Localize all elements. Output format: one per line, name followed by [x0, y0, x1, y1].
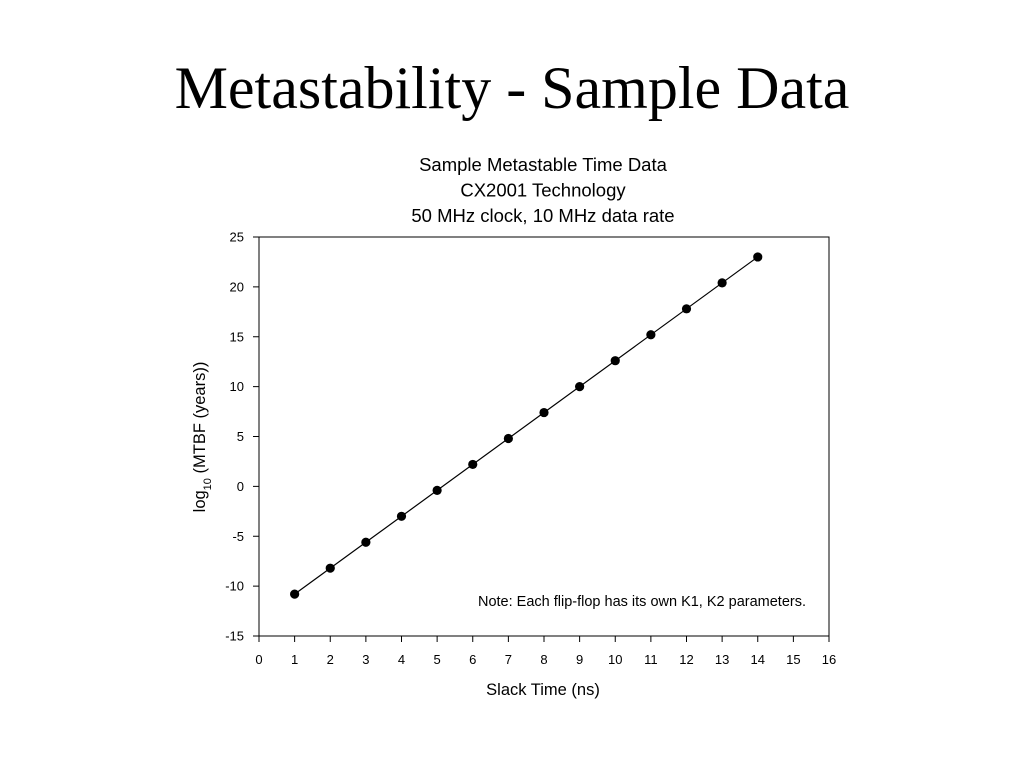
x-tick-label: 13 [715, 652, 729, 667]
plot-frame [258, 236, 830, 637]
x-tick-label: 15 [786, 652, 800, 667]
data-point [290, 589, 300, 599]
trendline [294, 256, 759, 595]
data-point [753, 252, 763, 262]
chart-title-line: 50 MHz clock, 10 MHz data rate [411, 205, 674, 226]
data-point [575, 382, 585, 392]
y-tick-label: 5 [237, 429, 244, 444]
y-axis: -15 -10 -5 0 5 10 15 20 25 [225, 230, 259, 644]
x-tick-label: 1 [291, 652, 298, 667]
x-tick-label: 2 [327, 652, 334, 667]
x-tick-label: 9 [576, 652, 583, 667]
slide-title: Metastability - Sample Data [174, 55, 850, 121]
x-tick-label: 16 [822, 652, 836, 667]
x-axis: 0 1 2 3 4 5 6 7 8 9 10 11 12 13 14 15 16 [255, 636, 836, 667]
data-point [432, 485, 442, 495]
data-point [646, 330, 656, 340]
y-tick-label: 20 [230, 279, 244, 294]
data-point [681, 304, 692, 314]
x-tick-label: 7 [505, 652, 512, 667]
y-tick-label: -15 [225, 629, 244, 644]
chart-title: Sample Metastable Time Data CX2001 Techno… [411, 154, 674, 226]
x-tick-label: 12 [679, 652, 693, 667]
x-tick-label: 8 [540, 652, 547, 667]
y-axis-label: log10 (MTBF (years)) [191, 362, 214, 513]
x-tick-label: 11 [644, 652, 658, 667]
x-axis-label: Slack Time (ns) [486, 681, 600, 699]
x-tick-label: 10 [608, 652, 622, 667]
x-tick-label: 5 [434, 652, 441, 667]
y-tick-label: 10 [230, 379, 244, 394]
data-point [396, 511, 407, 521]
y-axis-label-suffix: (MTBF (years)) [191, 362, 209, 478]
y-tick-label: -5 [232, 529, 244, 544]
trendline-group [294, 256, 759, 595]
plot-border [258, 236, 830, 637]
data-point [503, 433, 513, 444]
chart-annotation: Note: Each flip-flop has its own K1, K2 … [478, 594, 806, 610]
y-tick-label: -10 [225, 579, 244, 594]
x-tick-label: 6 [469, 652, 476, 667]
x-tick-label: 3 [362, 652, 369, 667]
data-point [539, 407, 549, 418]
chart-title-line: CX2001 Technology [460, 180, 626, 201]
y-axis-label-prefix: log [191, 490, 209, 512]
data-point [610, 356, 620, 366]
x-tick-label: 4 [398, 652, 405, 667]
x-tick-label: 0 [255, 652, 262, 667]
y-axis-label-subscript: 10 [202, 478, 214, 490]
data-point [325, 563, 335, 573]
data-points [290, 252, 763, 599]
x-tick-label: 14 [751, 652, 765, 667]
chart-title-line: Sample Metastable Time Data [419, 154, 668, 175]
y-tick-label: 25 [230, 230, 244, 245]
y-tick-label: 0 [237, 479, 244, 494]
data-point [717, 278, 727, 288]
y-tick-label: 15 [230, 329, 244, 344]
data-point [468, 459, 478, 470]
data-point [361, 537, 371, 547]
